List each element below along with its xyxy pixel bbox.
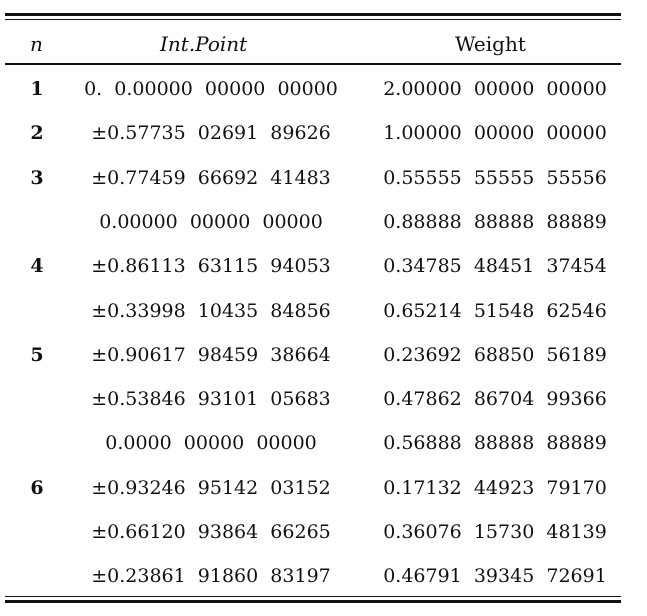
- row-weight: 0.23692 68850 56189: [383, 344, 607, 366]
- row-n: 6: [30, 477, 44, 499]
- row-weight: 0.34785 48451 37454: [383, 255, 607, 277]
- row-int-point: ±0.86113 63115 94053: [91, 255, 331, 277]
- row-weight: 0.88888 88888 88889: [383, 211, 607, 233]
- row-weight: 2.00000 00000 00000: [383, 78, 607, 100]
- header-weight: Weight: [455, 32, 526, 56]
- row-int-point: 0. 0.00000 00000 00000: [84, 78, 338, 100]
- row-int-point: ±0.23861 91860 83197: [91, 565, 331, 587]
- row-weight: 1.00000 00000 00000: [383, 122, 607, 144]
- row-int-point: ±0.66120 93864 66265: [91, 521, 331, 543]
- row-weight: 0.47862 86704 99366: [383, 388, 607, 410]
- row-int-point: ±0.90617 98459 38664: [91, 344, 331, 366]
- row-n: 4: [30, 255, 44, 277]
- top-rule-thick: [5, 13, 621, 16]
- row-weight: 0.17132 44923 79170: [383, 477, 607, 499]
- row-n: 3: [30, 167, 44, 189]
- row-weight: 0.65214 51548 62546: [383, 300, 607, 322]
- row-int-point: ±0.57735 02691 89626: [91, 122, 331, 144]
- top-rule-thin: [5, 19, 621, 20]
- row-n: 1: [30, 78, 44, 100]
- row-int-point: ±0.77459 66692 41483: [91, 167, 331, 189]
- header-n: n: [30, 32, 43, 56]
- header-rule: [5, 63, 621, 65]
- row-int-point: ±0.53846 93101 05683: [91, 388, 331, 410]
- row-n: 5: [30, 344, 44, 366]
- row-int-point: ±0.93246 95142 03152: [91, 477, 331, 499]
- header-int-point: Int.Point: [160, 32, 248, 56]
- bottom-rule-thick: [5, 600, 621, 603]
- row-int-point: ±0.33998 10435 84856: [91, 300, 331, 322]
- row-weight: 0.55555 55555 55556: [383, 167, 607, 189]
- row-int-point: 0.00000 00000 00000: [99, 211, 323, 233]
- row-weight: 0.36076 15730 48139: [383, 521, 607, 543]
- row-int-point: 0.0000 00000 00000: [105, 432, 317, 454]
- bottom-rule-thin: [5, 596, 621, 597]
- row-weight: 0.56888 88888 88889: [383, 432, 607, 454]
- row-weight: 0.46791 39345 72691: [383, 565, 607, 587]
- row-n: 2: [30, 122, 44, 144]
